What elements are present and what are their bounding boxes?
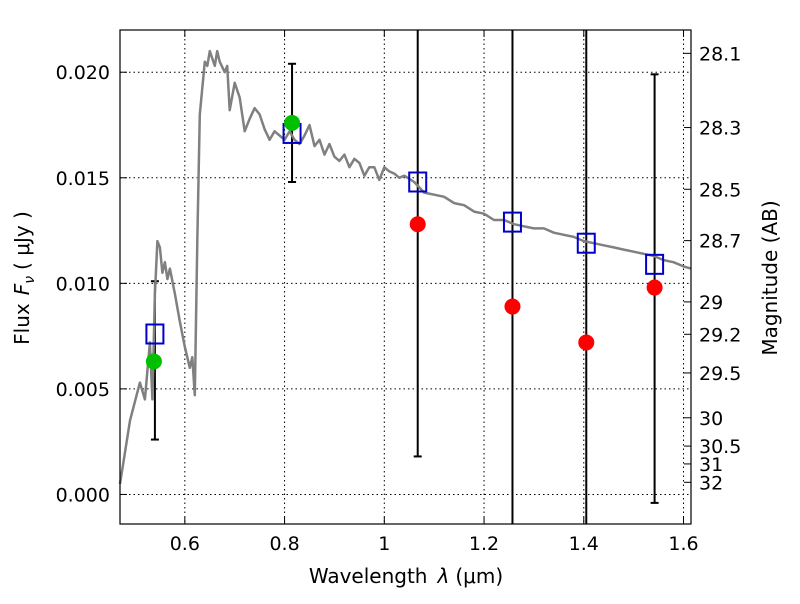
x-tick-label: 0.6	[170, 533, 200, 555]
x-axis-label-unit: (μm)	[455, 564, 503, 588]
y-tick-label: 0.000	[56, 484, 110, 506]
magnitude-tick-label: 29.2	[699, 324, 741, 346]
y-axis-ticks: 0.000 0.005 0.010 0.015 0.020	[56, 62, 127, 506]
grid	[120, 30, 691, 524]
y-axis-label: Flux Fν ( μJy )	[10, 211, 38, 345]
magnitude-tick-label: 28.5	[699, 179, 741, 201]
model-sed-line	[118, 49, 692, 485]
observed-point	[578, 334, 595, 351]
plot-frame	[119, 29, 692, 525]
magnitude-tick-label: 29	[699, 292, 723, 314]
magnitude-tick-label: 30	[699, 408, 723, 430]
magnitude-tick-label: 32	[699, 472, 723, 494]
observed-point	[646, 279, 663, 296]
magnitude-tick-label: 28.3	[699, 118, 741, 140]
y-tick-label: 0.005	[56, 379, 110, 401]
right-axis-label: Magnitude (AB)	[758, 200, 782, 355]
x-tick-label: 1.2	[469, 533, 499, 555]
model-band-box	[145, 323, 165, 345]
y-tick-label: 0.020	[56, 62, 110, 84]
observed-point	[409, 216, 426, 233]
y-axis-label-symbol: F	[10, 283, 34, 295]
observed-points	[145, 114, 663, 370]
x-axis-ticks: 0.6 0.8 1 1.2 1.4 1.6	[170, 30, 699, 555]
model-band-box	[502, 211, 522, 233]
model-band-box	[576, 232, 596, 254]
y-axis-label-subscript: ν	[22, 276, 38, 284]
x-axis-label-symbol: λ	[437, 564, 450, 588]
observed-point	[284, 114, 301, 131]
y-axis-label-text: Flux	[10, 303, 34, 345]
model-band-box	[408, 171, 428, 193]
magnitude-tick-label: 28.7	[699, 231, 741, 253]
model-band-box	[645, 253, 665, 275]
y-tick-label: 0.015	[56, 168, 110, 190]
observed-point	[145, 353, 162, 370]
x-axis-label: Wavelength λ (μm)	[309, 564, 503, 588]
magnitude-tick-label: 28.1	[699, 43, 741, 65]
magnitude-tick-label: 30.5	[699, 436, 741, 458]
magnitude-tick-label: 31	[699, 454, 723, 476]
observed-point	[504, 298, 521, 315]
x-tick-label: 1.6	[668, 533, 698, 555]
y-axis-label-unit: ( μJy )	[10, 211, 34, 270]
x-tick-label: 0.8	[269, 533, 299, 555]
magnitude-tick-label: 29.5	[699, 363, 741, 385]
x-tick-label: 1	[378, 533, 390, 555]
x-axis-label-text: Wavelength	[309, 564, 428, 588]
x-tick-label: 1.4	[569, 533, 599, 555]
y-tick-label: 0.010	[56, 273, 110, 295]
